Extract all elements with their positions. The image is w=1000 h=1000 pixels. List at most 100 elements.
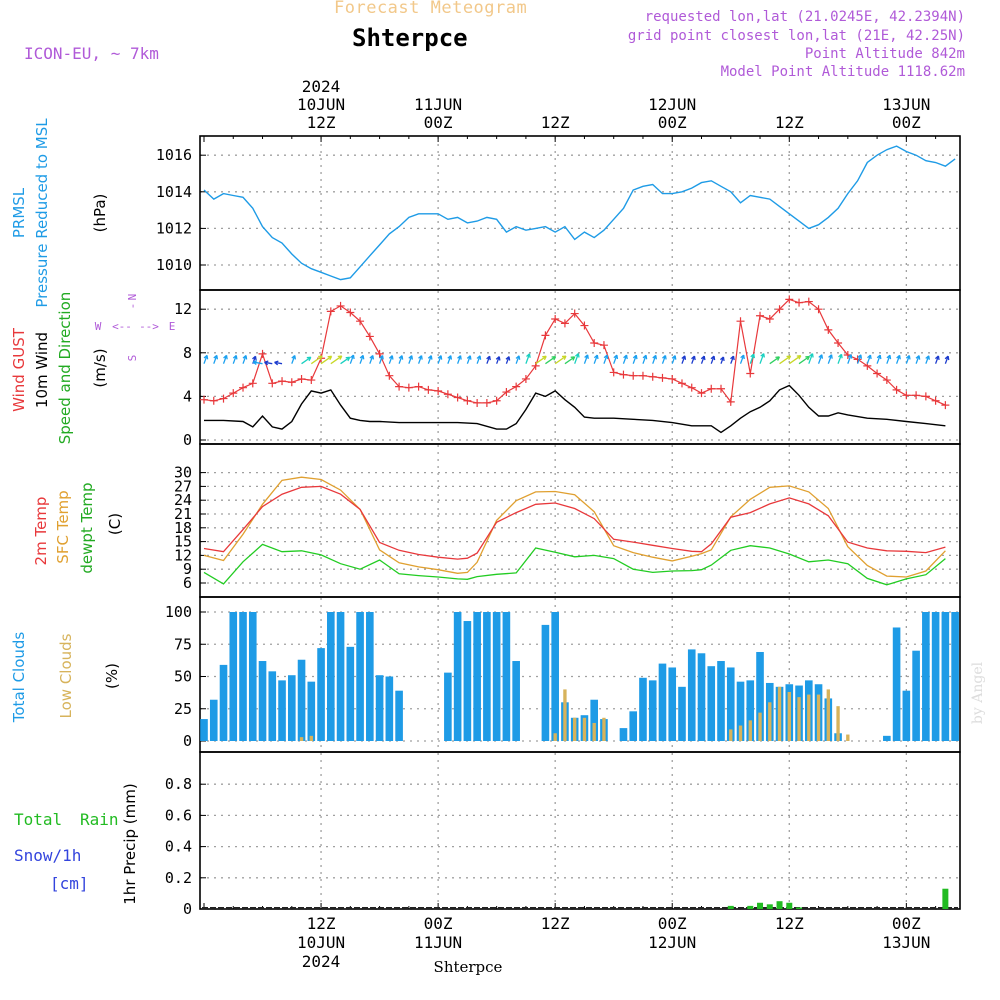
total-cloud-bar xyxy=(892,627,901,741)
wind-arrow-head xyxy=(809,353,814,358)
wind-arrow-head xyxy=(264,360,269,366)
model-altitude: Model Point Altitude 1118.62m xyxy=(720,64,965,80)
y-tick-label: 4 xyxy=(183,387,192,405)
wind-arrow xyxy=(369,355,374,364)
wind-arrow-head xyxy=(652,354,658,360)
wind-arrow-head xyxy=(515,355,521,360)
wind-arrow xyxy=(301,356,312,365)
gust-marker xyxy=(746,369,755,378)
wind-arrow xyxy=(613,354,618,364)
gust-marker xyxy=(521,374,530,383)
wind-arrow-head xyxy=(847,354,853,359)
wind-arrow xyxy=(535,355,547,365)
gust-marker xyxy=(648,372,657,381)
wind-arrow xyxy=(817,354,823,364)
wind-arrow-head xyxy=(551,355,557,361)
gust-marker xyxy=(775,305,784,314)
sfc-temp-line xyxy=(203,476,946,578)
gust-marker xyxy=(882,376,891,385)
wind-arrow xyxy=(554,355,567,365)
wind-arrow-head xyxy=(242,355,248,360)
total-cloud-bar xyxy=(717,661,725,741)
gust-marker xyxy=(219,394,228,403)
legend-cm: [cm] xyxy=(50,874,89,893)
total-cloud-bar xyxy=(541,624,550,741)
panel-frame xyxy=(199,135,961,291)
gust-marker xyxy=(795,298,804,307)
label-wind-unit: (m/s) xyxy=(91,348,109,387)
pressure-line xyxy=(203,145,956,281)
low-cloud-bar xyxy=(553,733,557,741)
wind-arrow-head xyxy=(934,355,940,361)
time-label-bottom: 11JUN xyxy=(414,933,462,952)
rain-bar xyxy=(766,904,773,909)
compass-left: <-- xyxy=(112,320,132,333)
gust-marker xyxy=(395,382,404,391)
time-label-bottom: 10JUN xyxy=(297,933,345,952)
gust-marker xyxy=(346,308,355,317)
wind-arrow xyxy=(359,355,364,364)
time-label-bottom: 00Z xyxy=(892,914,921,933)
total-cloud-bar xyxy=(385,676,394,741)
wind-arrow xyxy=(593,354,598,364)
gust-marker xyxy=(424,385,433,394)
wind-arrow-head xyxy=(427,355,433,360)
wind-arrow xyxy=(788,355,802,365)
wind-arrow-head xyxy=(796,355,802,360)
gust-marker xyxy=(677,379,686,388)
wind-arrow xyxy=(427,355,432,364)
total-cloud-bar xyxy=(219,664,228,741)
wind-arrow xyxy=(856,354,862,364)
total-cloud-bar xyxy=(658,663,667,741)
legend-rain: Rain xyxy=(80,810,119,829)
rain-bar xyxy=(747,905,754,909)
wind-arrow-head xyxy=(291,355,297,360)
time-label-bottom: 12JUN xyxy=(648,933,696,952)
wind-arrow xyxy=(739,354,745,364)
total-cloud-bar xyxy=(912,650,920,741)
low-cloud-bar xyxy=(816,694,821,741)
gust-marker xyxy=(258,349,267,358)
gust-marker xyxy=(570,309,579,318)
wind-arrow-head xyxy=(750,353,755,359)
y-tick-label: 25 xyxy=(174,700,192,718)
gust-marker xyxy=(404,383,413,392)
wind-arrow-head xyxy=(447,355,453,360)
gust-marker xyxy=(921,392,930,401)
gust-marker xyxy=(707,384,716,393)
time-label-top: 12JUN xyxy=(648,95,696,114)
y-tick-label: 1014 xyxy=(156,183,192,201)
gust-marker xyxy=(873,369,882,378)
total-cloud-bar xyxy=(639,677,647,741)
total-cloud-bar xyxy=(668,667,677,741)
gust-marker xyxy=(473,398,482,407)
wind-arrow xyxy=(837,354,843,364)
bottom-caption: Shterpce xyxy=(434,958,503,976)
wind-arrow-head xyxy=(642,354,648,360)
wind-arrow xyxy=(349,354,355,364)
wind-arrow-head xyxy=(561,355,567,361)
label-10m-wind: 10m Wind xyxy=(33,332,51,408)
total-cloud-bar xyxy=(902,690,911,741)
total-cloud-bar xyxy=(375,675,384,741)
wind-arrow xyxy=(759,353,765,364)
label-clouds-unit: (%) xyxy=(103,663,121,689)
legend-snow: Snow/1h xyxy=(14,846,81,865)
wind-arrow-head xyxy=(730,355,735,361)
legend-total: Total xyxy=(14,810,62,829)
compass-tick: - xyxy=(126,303,139,310)
gust-marker xyxy=(580,321,589,330)
label-prmsl: PRMSL xyxy=(10,187,28,238)
y-tick-label: 30 xyxy=(174,464,192,482)
gust-marker xyxy=(756,311,765,320)
y-tick-label: 0 xyxy=(183,431,192,449)
gust-marker xyxy=(687,383,696,392)
total-cloud-bar xyxy=(346,646,355,741)
wind-arrow-head xyxy=(700,355,706,361)
gust-marker xyxy=(248,379,257,388)
label-pressure-unit: (hPa) xyxy=(91,194,109,233)
time-label-top: 2024 xyxy=(302,77,341,96)
low-cloud-bar xyxy=(299,737,304,741)
wind-arrow-head xyxy=(252,355,257,361)
wind-arrow xyxy=(310,355,323,365)
